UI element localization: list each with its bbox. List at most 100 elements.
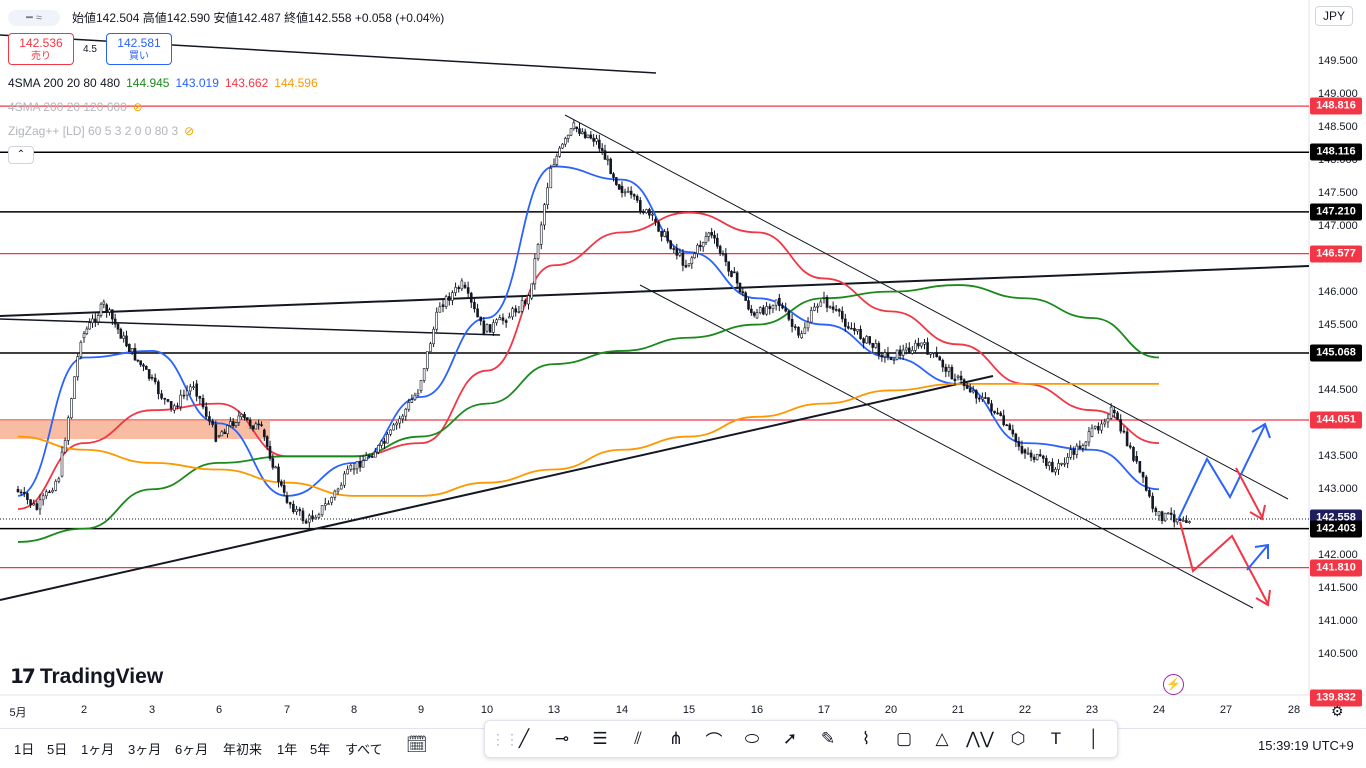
timeframe-button[interactable]: すべて bbox=[345, 742, 383, 757]
candle-body bbox=[1113, 409, 1116, 414]
candle-body bbox=[589, 134, 593, 139]
candle-body bbox=[660, 230, 663, 237]
candle-body bbox=[29, 499, 32, 506]
timeframe-button[interactable]: 1年 bbox=[277, 742, 298, 757]
candle-body bbox=[432, 328, 435, 345]
candle-body bbox=[386, 433, 389, 444]
candle-body bbox=[941, 359, 945, 368]
candle-body bbox=[237, 415, 241, 423]
horizontal-ray-icon[interactable]: ⊸ bbox=[554, 729, 570, 748]
text-icon[interactable]: T bbox=[1050, 729, 1062, 748]
price-tag: 148.116 bbox=[1310, 143, 1362, 161]
hidden-eye-icon[interactable]: ⊘ bbox=[184, 124, 195, 138]
timeframe-button[interactable]: 年初来 bbox=[223, 742, 263, 757]
highlighter-icon[interactable]: ⌇ bbox=[861, 729, 871, 748]
triangle-icon[interactable]: △ bbox=[935, 729, 949, 748]
timeframe-button[interactable]: 1ヶ月 bbox=[81, 742, 115, 757]
candle-body bbox=[54, 480, 58, 491]
trendlines[interactable] bbox=[0, 34, 1310, 609]
timeframe-button[interactable]: 5日 bbox=[47, 742, 68, 757]
indicator-zigzag[interactable]: ZigZag++ [LD] 60 5 3 2 0 0 80 3 ⊘ bbox=[8, 124, 194, 138]
parallel-channel-icon[interactable]: ☰ bbox=[592, 729, 608, 748]
sma-line[interactable] bbox=[17, 211, 1160, 510]
candle-body bbox=[35, 503, 39, 510]
ellipse-icon[interactable]: ⬭ bbox=[744, 729, 760, 748]
candle-body bbox=[816, 305, 819, 308]
candle-body bbox=[257, 423, 260, 426]
candle-body bbox=[566, 134, 570, 139]
candle-body bbox=[642, 210, 645, 214]
candle-body bbox=[727, 261, 730, 272]
sell-label: 売り bbox=[31, 51, 51, 62]
candle-body bbox=[246, 417, 249, 421]
candle-body bbox=[581, 131, 584, 134]
candle-body bbox=[971, 390, 975, 393]
fib-retracement-icon[interactable]: ⫽ bbox=[634, 729, 642, 748]
arrow-icon[interactable]: ➚ bbox=[782, 729, 798, 748]
hidden-eye-icon[interactable]: ⊘ bbox=[132, 100, 143, 114]
calendar-icon[interactable]: 🗓 bbox=[406, 735, 428, 754]
candle-body bbox=[501, 317, 505, 321]
candle-body bbox=[953, 378, 957, 382]
pattern-icon[interactable]: ⋀⋁ bbox=[966, 729, 994, 748]
candle-body bbox=[41, 495, 45, 501]
timeframe-button[interactable]: 3ヶ月 bbox=[128, 742, 162, 757]
rectangle-icon[interactable]: ▢ bbox=[895, 729, 913, 748]
candle-body bbox=[1072, 449, 1076, 455]
indicator-sma2[interactable]: 4SMA 200 20 120 600 ⊘ bbox=[8, 100, 143, 114]
candle-body bbox=[996, 412, 999, 415]
candle-body bbox=[1038, 454, 1042, 457]
candle-body bbox=[60, 451, 64, 477]
sma-line[interactable] bbox=[17, 382, 1159, 497]
timeframe-button[interactable]: 6ヶ月 bbox=[175, 742, 209, 757]
drag-handle-icon[interactable]: ⋮⋮ bbox=[491, 730, 519, 747]
candle-body bbox=[374, 451, 377, 458]
path-icon[interactable]: ⌒ bbox=[705, 731, 723, 751]
sma-line[interactable] bbox=[17, 284, 1160, 543]
buy-button[interactable]: 142.581 買い bbox=[106, 33, 172, 65]
trendline-icon[interactable]: ╱ bbox=[518, 729, 530, 748]
sma-line[interactable] bbox=[17, 165, 1160, 497]
price-tick-label: 141.000 bbox=[1318, 615, 1358, 627]
candle-body bbox=[413, 394, 417, 400]
lightning-icon[interactable]: ⚡ bbox=[1163, 674, 1184, 695]
symbol-toggle-icon[interactable]: ━ ≈ bbox=[8, 9, 60, 26]
xabcd-icon[interactable]: ⬡ bbox=[1010, 729, 1026, 748]
collapse-legend-button[interactable]: ⌃ bbox=[8, 146, 34, 164]
vertical-line-icon[interactable]: │ bbox=[1088, 729, 1100, 748]
candle-body bbox=[1057, 463, 1060, 470]
candle-body bbox=[295, 508, 298, 513]
candle-body bbox=[19, 491, 23, 494]
candle-body bbox=[911, 350, 914, 354]
candle-body bbox=[389, 429, 392, 435]
price-tag: 147.210 bbox=[1310, 203, 1362, 221]
candle-body bbox=[1011, 429, 1015, 435]
sma1-value-blue: 143.019 bbox=[175, 76, 219, 90]
candle-body bbox=[404, 408, 408, 417]
currency-button[interactable]: JPY bbox=[1315, 6, 1353, 26]
candle-body bbox=[768, 306, 772, 310]
indicator-sma1[interactable]: 4SMA 200 20 80 480 144.945 143.019 143.6… bbox=[8, 76, 318, 90]
chart-area[interactable] bbox=[0, 0, 1366, 728]
candle-body bbox=[684, 265, 688, 268]
pitchfork-icon[interactable]: ⋔ bbox=[668, 729, 684, 748]
candle-body bbox=[929, 352, 932, 355]
candle-body bbox=[935, 352, 938, 358]
timeframe-button[interactable]: 5年 bbox=[310, 742, 331, 757]
brush-icon[interactable]: ✎ bbox=[820, 729, 836, 748]
timeframe-button[interactable]: 1日 bbox=[14, 742, 35, 757]
candle-body bbox=[1106, 418, 1110, 423]
candle-body bbox=[1116, 412, 1119, 420]
settings-gear-icon[interactable]: ⚙ bbox=[1331, 703, 1344, 719]
candle-body bbox=[416, 392, 420, 396]
sell-button[interactable]: 142.536 売り bbox=[8, 33, 74, 65]
candle-body bbox=[511, 308, 514, 318]
candle-body bbox=[395, 422, 398, 426]
scenario-arrows[interactable] bbox=[1177, 422, 1271, 607]
candle-body bbox=[558, 147, 561, 157]
candle-body bbox=[208, 416, 211, 422]
candle-body bbox=[710, 232, 713, 236]
candle-body bbox=[99, 303, 103, 316]
candle-body bbox=[606, 158, 610, 161]
candle-body bbox=[999, 412, 1002, 416]
